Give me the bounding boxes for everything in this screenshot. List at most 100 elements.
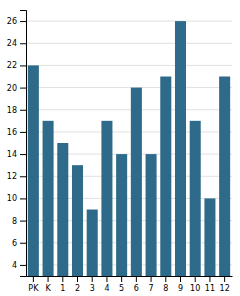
tick: 12: [7, 172, 26, 181]
bar: [204, 198, 215, 276]
tick-label: 8: [163, 284, 168, 293]
tick-mark: [20, 65, 26, 66]
grid-line: [26, 131, 232, 132]
chart: 468101214161820222426PKK123456789101112: [0, 0, 240, 296]
tick-label: 12: [7, 172, 17, 181]
tick: 11: [205, 276, 215, 293]
tick: 20: [7, 84, 26, 93]
grid-line: [26, 198, 232, 199]
tick: 10: [190, 276, 200, 293]
chart-container: 468101214161820222426PKK123456789101112: [0, 0, 240, 296]
grid-line: [26, 220, 232, 221]
tick: 6: [134, 276, 139, 293]
tick: 14: [7, 150, 26, 159]
bar: [43, 121, 54, 276]
tick-label: 7: [149, 284, 154, 293]
bar: [28, 65, 39, 276]
bar: [87, 210, 98, 277]
bars: [28, 21, 230, 276]
grid-line: [26, 176, 232, 177]
tick-mark: [20, 132, 26, 133]
tick-label: 2: [75, 284, 80, 293]
tick-mark: [151, 276, 152, 282]
tick-label: 6: [12, 239, 17, 248]
tick-label: PK: [28, 284, 39, 293]
tick: 3: [90, 276, 95, 293]
tick: 18: [7, 106, 26, 115]
x-axis: PKK123456789101112: [27, 276, 233, 293]
tick-mark: [33, 276, 34, 282]
tick-label: 9: [178, 284, 183, 293]
tick-mark: [106, 276, 107, 282]
tick-label: 4: [12, 261, 17, 270]
tick-mark: [92, 276, 93, 282]
tick-mark: [20, 88, 26, 89]
bar: [190, 121, 201, 276]
grid-line: [26, 21, 232, 22]
tick-label: 1: [60, 284, 65, 293]
tick: 4: [12, 261, 26, 270]
tick-mark: [20, 43, 26, 44]
tick: 26: [7, 17, 26, 26]
tick-mark: [209, 276, 210, 282]
bar: [72, 165, 83, 276]
tick-mark: [62, 276, 63, 282]
tick: 10: [7, 194, 26, 203]
grid-line: [26, 154, 232, 155]
tick: 5: [119, 276, 124, 293]
bar: [219, 77, 230, 277]
tick-mark: [48, 276, 49, 282]
tick-label: 8: [12, 217, 17, 226]
tick-mark: [20, 198, 26, 199]
bar: [131, 88, 142, 276]
tick-mark: [20, 221, 26, 222]
grid-line: [26, 43, 232, 44]
bar: [160, 77, 171, 277]
tick-label: 4: [104, 284, 109, 293]
grid-line: [26, 65, 232, 66]
grid: [26, 21, 232, 265]
tick-mark: [77, 276, 78, 282]
tick-label: 5: [119, 284, 124, 293]
bar: [101, 121, 112, 276]
tick-mark: [165, 276, 166, 282]
bar: [175, 21, 186, 276]
tick-label: 22: [7, 61, 17, 70]
tick: 1: [60, 276, 65, 293]
tick-label: 12: [220, 284, 230, 293]
tick-mark: [20, 176, 26, 177]
tick: 6: [12, 239, 26, 248]
tick: 4: [104, 276, 109, 293]
tick-mark: [121, 276, 122, 282]
tick-label: 18: [7, 106, 17, 115]
tick: 22: [7, 61, 26, 70]
tick-label: 10: [7, 194, 17, 203]
plot: 468101214161820222426PKK123456789101112: [7, 11, 233, 296]
tick-label: 3: [90, 284, 95, 293]
tick-mark: [20, 21, 26, 22]
tick-mark: [20, 154, 26, 155]
tick: 16: [7, 128, 26, 137]
tick: 12: [220, 276, 230, 293]
grid-line: [26, 87, 232, 88]
bar: [57, 143, 68, 276]
tick-label: K: [45, 284, 51, 293]
tick-mark: [180, 276, 181, 282]
tick-label: 26: [7, 17, 17, 26]
tick-mark: [20, 110, 26, 111]
axis-line: [27, 276, 233, 277]
tick-mark: [136, 276, 137, 282]
tick-label: 6: [134, 284, 139, 293]
tick: 2: [75, 276, 80, 293]
tick-mark: [20, 265, 26, 266]
tick: K: [45, 276, 51, 293]
tick-label: 20: [7, 84, 17, 93]
grid-line: [26, 264, 232, 265]
tick: 24: [7, 39, 26, 48]
tick-label: 10: [190, 284, 200, 293]
tick: 8: [12, 217, 26, 226]
tick-label: 24: [7, 39, 17, 48]
bar: [116, 154, 127, 276]
tick: 9: [178, 276, 183, 293]
tick: 7: [149, 276, 154, 293]
